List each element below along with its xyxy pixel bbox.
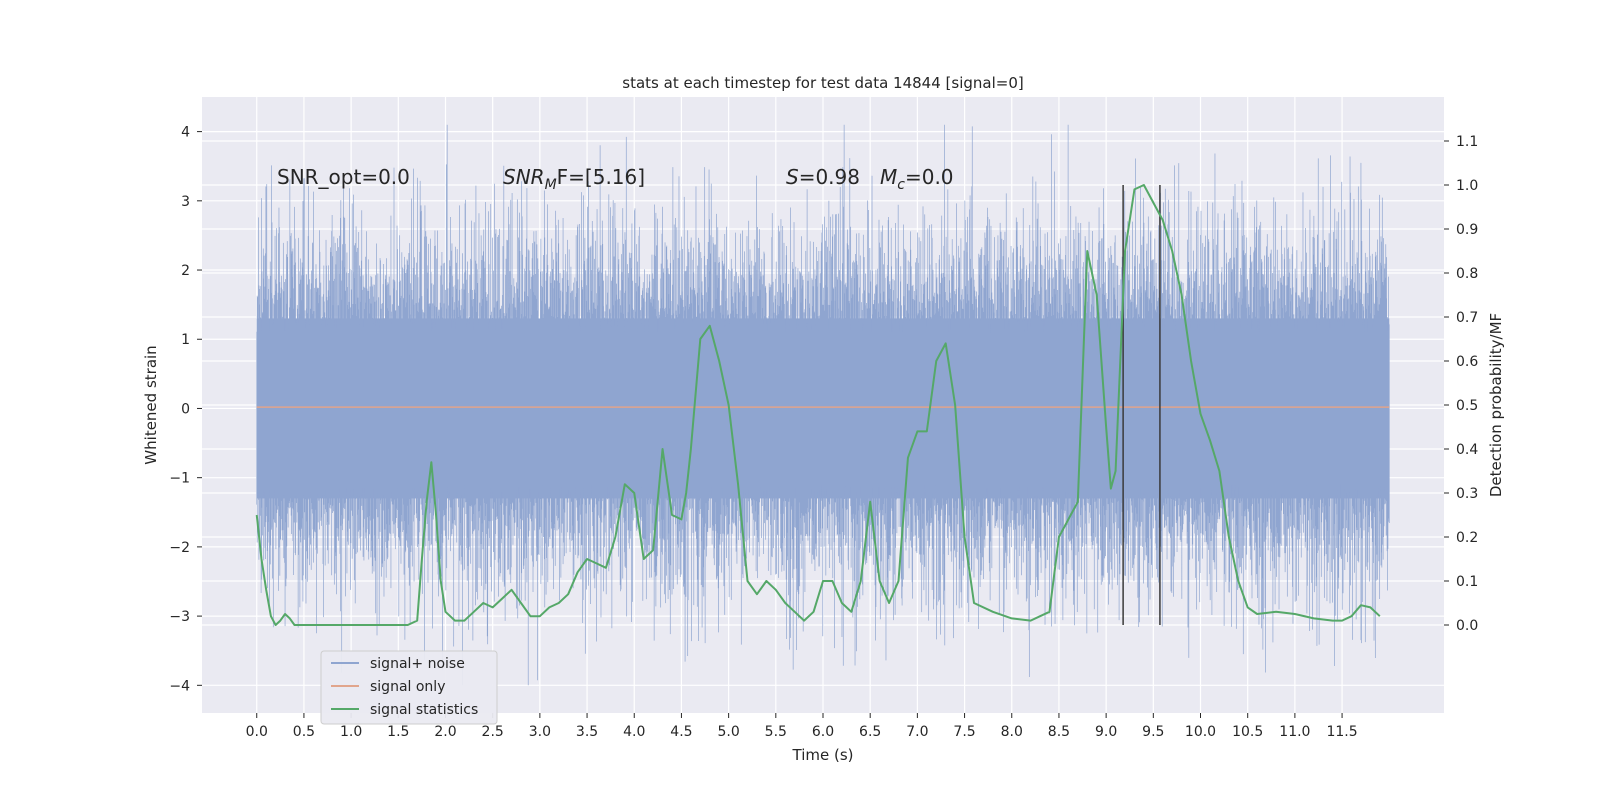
- y-right-tick-label-9: 0.9: [1456, 222, 1478, 238]
- x-tick-label-10: 5.0: [717, 724, 739, 740]
- x-tick-label-22: 11.0: [1279, 724, 1310, 740]
- y-left-tick-label-0: 4: [181, 125, 190, 141]
- y-ticks-right: 0.0 0.1 0.2 0.3 0.4 0.5 0.6 0.7 0.8 0.9 1.0 1.1: [1444, 134, 1478, 634]
- annotation-mc-rest: =0.0: [905, 165, 954, 189]
- y-left-tick-label-1: 3: [181, 194, 190, 210]
- annotation-snr-mf-rest: F=[5.16]: [557, 165, 645, 189]
- annotation-s-rest: =0.98: [799, 165, 860, 189]
- x-tick-label-5: 2.5: [482, 724, 504, 740]
- y-left-tick-label-7: −3: [169, 609, 190, 625]
- y-right-tick-label-10: 1.0: [1456, 178, 1478, 194]
- stat-line: [255, 184, 1381, 626]
- annotations: SNR_opt=0.0 SNRMF=[5.16] S=0.98 Mc=0.0: [277, 165, 954, 193]
- annotation-snr-mf-sub: M: [545, 177, 557, 193]
- legend-label-signal: signal only: [370, 679, 445, 695]
- y-axis-label-left: Whitened strain: [142, 345, 160, 464]
- x-tick-label-1: 0.5: [293, 724, 315, 740]
- y-right-tick-label-2: 0.2: [1456, 530, 1478, 546]
- x-tick-label-21: 10.5: [1232, 724, 1263, 740]
- annotation-mc-symbol: M: [880, 165, 897, 189]
- y-right-tick-label-6: 0.6: [1456, 354, 1478, 370]
- x-tick-label-16: 8.0: [1001, 724, 1023, 740]
- y-left-tick-label-8: −4: [169, 678, 190, 694]
- y-right-tick-label-7: 0.7: [1456, 310, 1478, 326]
- y-right-tick-label-0: 0.0: [1456, 618, 1478, 634]
- y-left-tick-label-3: 1: [181, 332, 190, 348]
- y-left-tick-label-6: −2: [169, 540, 190, 556]
- legend: signal+ noise signal only signal statist…: [320, 650, 498, 725]
- x-tick-label-13: 6.5: [859, 724, 881, 740]
- x-tick-label-2: 1.0: [340, 724, 362, 740]
- x-tick-label-3: 1.5: [387, 724, 409, 740]
- annotation-snr-mf-symbol: SNR: [503, 165, 545, 189]
- annotation-snr-mf: SNRMF=[5.16]: [503, 165, 645, 193]
- y-right-tick-label-8: 0.8: [1456, 266, 1478, 282]
- legend-box: [320, 650, 498, 725]
- y-axis-label-right: Detection probability/MF: [1487, 313, 1505, 497]
- x-tick-label-14: 7.0: [906, 724, 928, 740]
- chart-title: stats at each timestep for test data 148…: [622, 74, 1023, 92]
- annotation-s: S=0.98: [786, 165, 860, 189]
- y-left-tick-label-4: 0: [181, 401, 190, 417]
- x-tick-label-15: 7.5: [953, 724, 975, 740]
- x-tick-label-0: 0.0: [246, 724, 268, 740]
- x-tick-label-23: 11.5: [1326, 724, 1357, 740]
- y-right-tick-label-1: 0.1: [1456, 574, 1478, 590]
- x-tick-label-11: 5.5: [765, 724, 787, 740]
- x-tick-label-12: 6.0: [812, 724, 834, 740]
- x-tick-label-18: 9.0: [1095, 724, 1117, 740]
- y-ticks-left: 4 3 2 1 0 −1 −2 −3 −4: [169, 125, 202, 694]
- y-left-tick-label-2: 2: [181, 263, 190, 279]
- y-right-tick-label-11: 1.1: [1456, 134, 1478, 150]
- vertical-markers: [1122, 185, 1161, 625]
- x-tick-label-17: 8.5: [1048, 724, 1070, 740]
- annotation-snr-opt: SNR_opt=0.0: [277, 165, 410, 189]
- x-tick-label-6: 3.0: [529, 724, 551, 740]
- annotation-mc-sub: c: [897, 177, 905, 193]
- legend-label-noise: signal+ noise: [370, 656, 465, 672]
- x-tick-label-4: 2.0: [434, 724, 456, 740]
- x-tick-label-9: 4.5: [670, 724, 692, 740]
- y-right-tick-label-3: 0.3: [1456, 486, 1478, 502]
- x-tick-label-20: 10.0: [1185, 724, 1216, 740]
- legend-label-stat: signal statistics: [370, 702, 478, 718]
- signal-statistics-series: [255, 184, 1381, 626]
- x-tick-label-8: 4.0: [623, 724, 645, 740]
- x-ticks: 0.0 0.5 1.0 1.5 2.0 2.5 3.0 3.5 4.0 4.5 5.0 5.5 6.0 6…: [246, 713, 1358, 740]
- y-right-tick-label-4: 0.4: [1456, 442, 1478, 458]
- noise-trace: [256, 124, 1390, 686]
- annotation-mc: Mc=0.0: [880, 165, 954, 193]
- annotation-s-symbol: S: [786, 165, 799, 189]
- x-tick-label-19: 9.5: [1142, 724, 1164, 740]
- x-tick-label-7: 3.5: [576, 724, 598, 740]
- y-left-tick-label-5: −1: [169, 471, 190, 487]
- y-right-tick-label-5: 0.5: [1456, 398, 1478, 414]
- x-axis-label: Time (s): [792, 746, 854, 764]
